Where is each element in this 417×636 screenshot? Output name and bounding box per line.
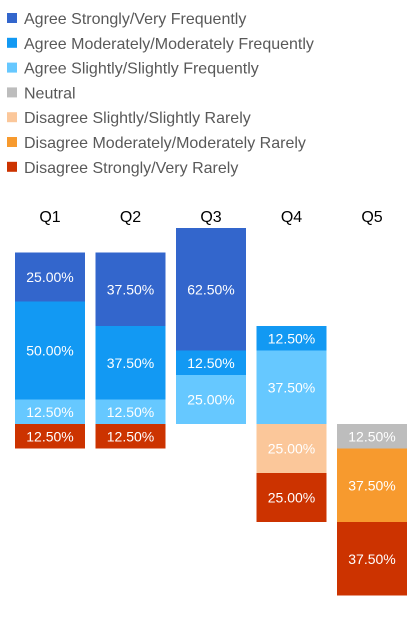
legend-label: Disagree Moderately/Moderately Rarely	[24, 135, 306, 152]
bar-segment-disagree-moderately-moderately-rarely: 37.50%	[337, 448, 407, 522]
data-label: 25.00%	[268, 490, 315, 506]
legend-swatch	[7, 87, 17, 98]
data-label: 12.50%	[348, 428, 395, 444]
bar-segment-neutral: 12.50%	[337, 424, 407, 449]
bar	[256, 473, 327, 522]
bar	[95, 252, 166, 326]
legend-item-agree-strongly-very-frequently: Agree Strongly/Very Frequently	[7, 11, 246, 28]
bar	[15, 301, 85, 400]
bar-segment-agree-slightly-slightly-frequently: 25.00%	[176, 375, 246, 424]
bar-segment-agree-moderately-moderately-frequently: 12.50%	[256, 326, 327, 351]
bar	[95, 424, 166, 449]
data-label: 37.50%	[107, 355, 154, 371]
data-label: 12.50%	[268, 330, 315, 346]
legend-swatch	[7, 13, 17, 23]
bar-segment-disagree-slightly-slightly-rarely: 25.00%	[256, 424, 327, 473]
bar	[15, 424, 85, 449]
bar	[256, 424, 327, 473]
legend-swatch	[7, 37, 17, 48]
data-label: 25.00%	[268, 441, 315, 457]
data-label: 37.50%	[348, 551, 395, 567]
category-label: Q2	[120, 209, 141, 226]
bar-group-q4: Q4 37.50% 12.50% 25.00% 25.00%	[256, 209, 327, 522]
data-label: 12.50%	[107, 428, 154, 444]
bar	[176, 228, 246, 351]
data-label: 50.00%	[26, 343, 73, 359]
legend-swatch	[7, 137, 17, 147]
bar	[176, 350, 246, 375]
data-label: 37.50%	[348, 477, 395, 493]
bar-group-q2: Q2 12.50% 37.50% 37.50% 12.50%	[95, 209, 166, 449]
legend-item-disagree-strongly-very-rarely: Disagree Strongly/Very Rarely	[7, 160, 238, 177]
legend-label: Agree Moderately/Moderately Frequently	[24, 36, 314, 53]
data-label: 12.50%	[26, 428, 73, 444]
data-label: 12.50%	[26, 404, 73, 420]
bar	[176, 375, 246, 424]
bar-segment-disagree-strongly-very-rarely: 25.00%	[256, 473, 327, 522]
legend-item-agree-moderately-moderately-frequently: Agree Moderately/Moderately Frequently	[7, 36, 314, 53]
bar-segment-agree-moderately-moderately-frequently: 12.50%	[176, 350, 246, 375]
bar-group-q1: Q1 12.50% 50.00% 25.00% 12.50%	[15, 209, 85, 449]
bar-segment-agree-strongly-very-frequently: 25.00%	[15, 252, 85, 302]
legend-item-agree-slightly-slightly-frequently: Agree Slightly/Slightly Frequently	[7, 61, 259, 78]
bar-segment-agree-strongly-very-frequently: 37.50%	[95, 252, 166, 326]
bar-segment-agree-moderately-moderately-frequently: 37.50%	[95, 326, 166, 400]
bar	[15, 252, 85, 302]
bar-segment-agree-slightly-slightly-frequently: 12.50%	[15, 399, 85, 424]
data-label: 25.00%	[187, 392, 234, 408]
data-label: 62.50%	[187, 281, 234, 297]
bar	[256, 326, 327, 351]
category-label: Q5	[361, 209, 382, 226]
legend-swatch	[7, 112, 17, 123]
bar	[95, 399, 166, 424]
bar-segment-agree-slightly-slightly-frequently: 37.50%	[256, 350, 327, 424]
legend-label: Agree Strongly/Very Frequently	[24, 11, 246, 28]
bar-segment-agree-strongly-very-frequently: 62.50%	[176, 228, 246, 351]
legend-item-neutral: Neutral	[7, 85, 76, 102]
category-label: Q1	[39, 209, 60, 226]
bar	[15, 399, 85, 424]
legend-swatch	[7, 62, 17, 73]
bar-segment-agree-moderately-moderately-frequently: 50.00%	[15, 301, 85, 400]
bar-group-q5: Q5 12.50% 37.50% 37.50%	[337, 209, 407, 596]
data-label: 25.00%	[26, 269, 73, 285]
legend-label: Disagree Slightly/Slightly Rarely	[24, 110, 251, 127]
data-label: 12.50%	[107, 404, 154, 420]
legend-label: Agree Slightly/Slightly Frequently	[24, 61, 259, 78]
data-label: 37.50%	[107, 281, 154, 297]
category-label: Q3	[200, 209, 221, 226]
bar	[337, 424, 407, 449]
bar-segment-disagree-strongly-very-rarely: 12.50%	[15, 424, 85, 449]
bar	[256, 350, 327, 424]
data-label: 37.50%	[268, 379, 315, 395]
bar-group-q3: Q3 25.00% 12.50% 62.50%	[176, 209, 246, 424]
legend-label: Neutral	[24, 85, 76, 102]
bar-segment-disagree-strongly-very-rarely: 37.50%	[337, 522, 407, 596]
bar-segment-agree-slightly-slightly-frequently: 12.50%	[95, 399, 166, 424]
legend-item-disagree-slightly-slightly-rarely: Disagree Slightly/Slightly Rarely	[7, 110, 251, 127]
legend: Agree Strongly/Very Frequently Agree Mode…	[7, 11, 314, 177]
legend-item-disagree-moderately-moderately-rarely: Disagree Moderately/Moderately Rarely	[7, 135, 306, 152]
category-label: Q4	[281, 209, 302, 226]
bar-segment-disagree-strongly-very-rarely: 12.50%	[95, 424, 166, 449]
legend-label: Disagree Strongly/Very Rarely	[24, 160, 238, 177]
legend-swatch	[7, 161, 17, 172]
data-label: 12.50%	[187, 355, 234, 371]
bar	[337, 522, 407, 596]
bar	[337, 448, 407, 522]
bar	[95, 326, 166, 400]
